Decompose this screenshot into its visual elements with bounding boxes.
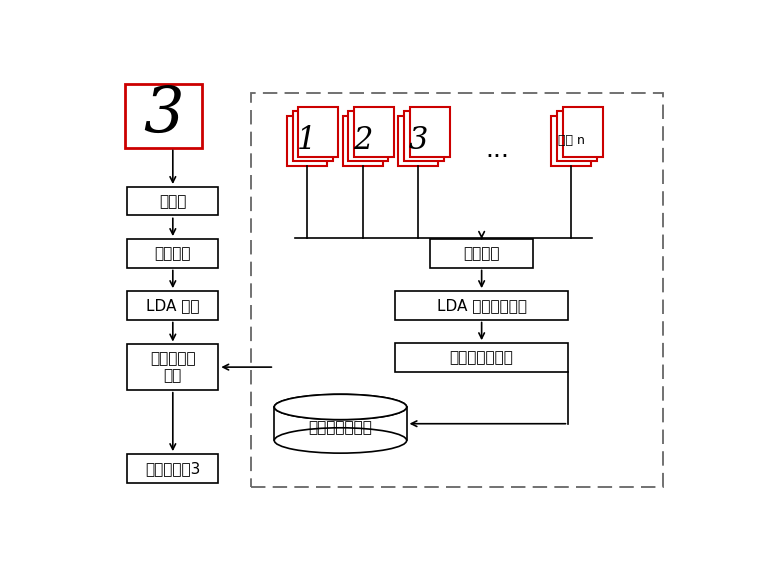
Bar <box>128 454 219 483</box>
Bar <box>128 345 219 390</box>
Bar <box>354 107 394 156</box>
Bar <box>125 84 202 148</box>
Bar <box>274 407 407 440</box>
Text: 1: 1 <box>297 125 317 156</box>
Bar <box>395 343 568 372</box>
Bar <box>287 116 326 166</box>
Bar <box>551 116 591 166</box>
Bar <box>395 291 568 320</box>
Text: 特征提取: 特征提取 <box>155 246 191 260</box>
Ellipse shape <box>274 395 407 420</box>
Bar <box>292 111 332 161</box>
Bar <box>398 116 439 166</box>
Bar <box>410 107 450 156</box>
Bar <box>250 93 663 487</box>
Bar <box>348 111 389 161</box>
Text: 字母数字模板库: 字母数字模板库 <box>308 420 373 435</box>
Bar <box>342 116 383 166</box>
Bar <box>128 187 219 215</box>
Bar <box>563 107 603 156</box>
Text: 样本 n: 样本 n <box>558 134 584 147</box>
Text: 识别结果：3: 识别结果：3 <box>145 461 200 476</box>
Text: 最小距离分
类器: 最小距离分 类器 <box>150 351 196 383</box>
Ellipse shape <box>274 395 407 420</box>
Bar <box>430 239 533 268</box>
Text: LDA 降维矩阵计算: LDA 降维矩阵计算 <box>436 298 527 313</box>
Text: 特征提取: 特征提取 <box>464 246 500 260</box>
Text: 2: 2 <box>353 125 372 156</box>
Bar <box>557 111 597 161</box>
Bar <box>128 291 219 320</box>
Text: LDA 降维: LDA 降维 <box>146 298 200 313</box>
Text: ···: ··· <box>486 145 510 169</box>
Bar <box>298 107 339 156</box>
Text: 预处理: 预处理 <box>159 193 187 209</box>
Bar <box>405 111 444 161</box>
Text: 3: 3 <box>408 125 428 156</box>
Text: 平均値特征样本: 平均値特征样本 <box>449 350 514 365</box>
Ellipse shape <box>274 428 407 453</box>
Bar <box>128 239 219 268</box>
Text: 3: 3 <box>143 85 184 146</box>
